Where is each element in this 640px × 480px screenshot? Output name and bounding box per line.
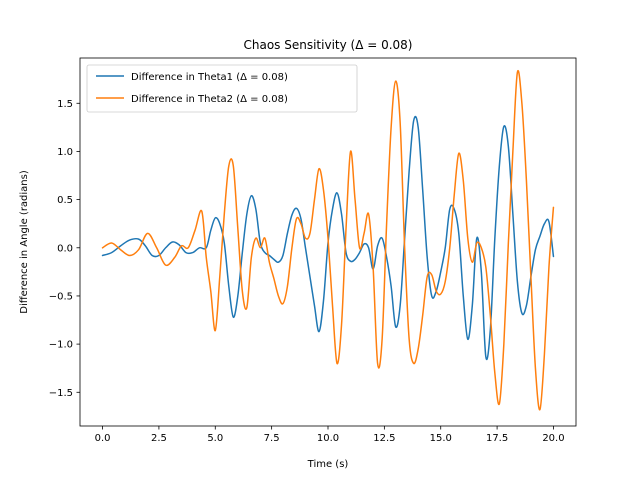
legend-label-theta2: Difference in Theta2 (Δ = 0.08) (131, 94, 288, 105)
x-tick-label: 15.0 (430, 433, 452, 444)
y-tick-label: 0.0 (57, 243, 73, 254)
x-tick-label: 5.0 (207, 433, 223, 444)
x-tick-label: 17.5 (486, 433, 508, 444)
y-tick-label: −1.5 (49, 388, 73, 399)
x-tick-label: 0.0 (95, 433, 111, 444)
legend-box (86, 64, 358, 113)
series-line-theta1 (101, 115, 555, 361)
x-tick-label: 10.0 (317, 433, 339, 444)
series-line-theta2 (101, 69, 555, 411)
y-tick-label: 1.5 (57, 99, 73, 110)
x-axis-title: Time (s) (307, 459, 349, 470)
y-axis-title: Difference in Angle (radians) (19, 170, 30, 314)
y-tick-label: 0.5 (57, 195, 73, 206)
y-tick-label: −0.5 (49, 291, 73, 302)
legend: Difference in Theta1 (Δ = 0.08) Differen… (86, 64, 358, 113)
y-tick-label: −1.0 (49, 340, 73, 351)
x-tick-label: 12.5 (373, 433, 395, 444)
series-layer (101, 69, 555, 411)
legend-label-theta1: Difference in Theta1 (Δ = 0.08) (131, 72, 288, 83)
x-axis: 0.0 2.5 5.0 7.5 10.0 12.5 15.0 17.5 20.0 (95, 426, 565, 444)
x-tick-label: 2.5 (151, 433, 167, 444)
y-tick-label: 1.0 (57, 147, 73, 158)
y-axis: −1.5 −1.0 −0.5 0.0 0.5 1.0 1.5 (49, 99, 80, 399)
x-tick-label: 20.0 (542, 433, 564, 444)
x-tick-label: 7.5 (264, 433, 280, 444)
chart-title: Chaos Sensitivity (Δ = 0.08) (243, 38, 412, 52)
